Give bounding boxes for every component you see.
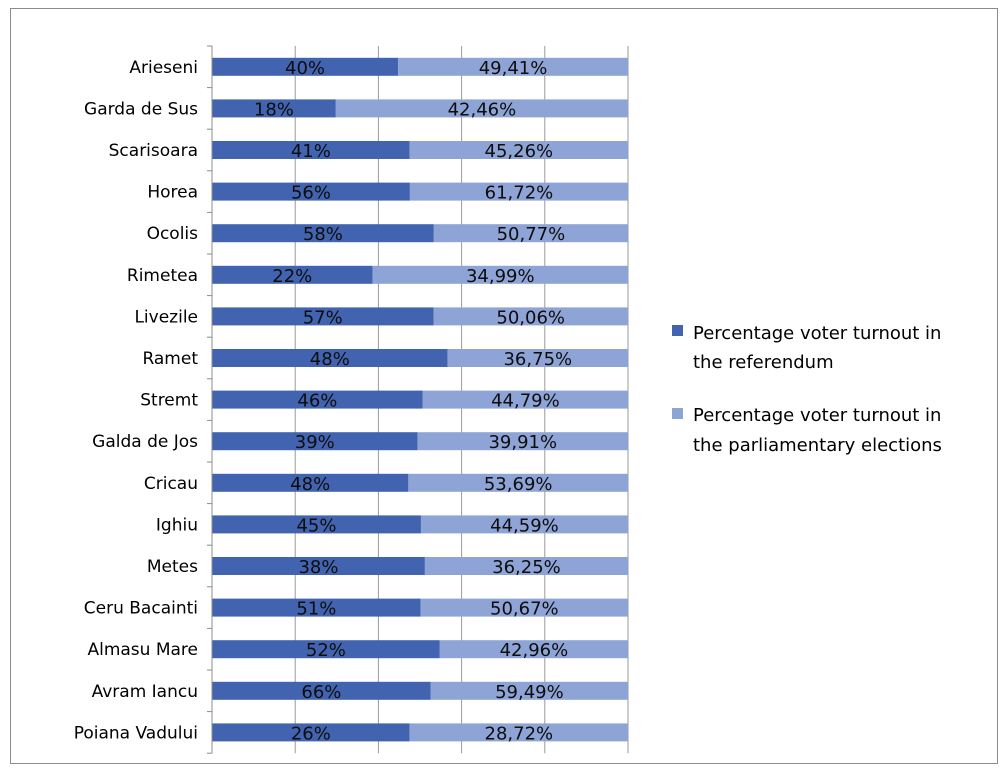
category-label: Livezile xyxy=(134,307,198,327)
data-label-referendum: 46% xyxy=(297,391,337,412)
bars xyxy=(212,57,628,742)
category-label: Metes xyxy=(147,557,198,577)
bar-parliamentary xyxy=(398,57,628,76)
bar-parliamentary xyxy=(408,473,628,492)
bar-parliamentary xyxy=(439,640,628,659)
category-labels: Arieseni Garda de Sus Scarisoara Horea Ocoli… xyxy=(74,58,199,744)
data-label-referendum: 38% xyxy=(298,557,338,578)
bar-referendum xyxy=(212,307,434,326)
data-label-parliamentary: 53,69% xyxy=(484,474,553,495)
data-label-parliamentary: 49,41% xyxy=(479,58,548,79)
bar-referendum xyxy=(212,390,423,409)
bar-parliamentary xyxy=(420,515,628,534)
legend-label-parliamentary-line1: Percentage voter turnout in xyxy=(693,405,941,426)
bar-referendum xyxy=(212,99,336,118)
data-label-referendum: 57% xyxy=(303,307,343,328)
bar-referendum xyxy=(212,182,410,201)
data-label-referendum: 26% xyxy=(291,723,331,744)
data-label-parliamentary: 36,75% xyxy=(503,349,572,370)
bar-referendum xyxy=(212,349,448,367)
bar-referendum xyxy=(212,598,421,617)
category-label: Ighiu xyxy=(156,515,198,535)
category-label: Scarisoara xyxy=(109,141,198,161)
data-label-referendum: 22% xyxy=(272,266,312,287)
legend: Percentage voter turnout in the referend… xyxy=(672,323,942,456)
axes xyxy=(207,45,213,754)
bar-referendum xyxy=(212,57,399,76)
category-label: Cricau xyxy=(144,474,198,494)
data-label-parliamentary: 44,79% xyxy=(491,391,560,412)
category-label: Almasu Mare xyxy=(87,640,198,660)
category-label: Horea xyxy=(147,183,198,203)
data-label-parliamentary: 36,25% xyxy=(492,557,561,578)
bar-parliamentary xyxy=(417,432,628,451)
data-label-parliamentary: 34,99% xyxy=(466,266,535,287)
legend-swatch-parliamentary xyxy=(672,408,683,419)
bar-referendum xyxy=(212,473,409,492)
bar-parliamentary xyxy=(409,182,628,201)
data-label-referendum: 56% xyxy=(291,183,331,204)
data-label-parliamentary: 61,72% xyxy=(485,183,554,204)
category-label: Rimetea xyxy=(127,266,198,286)
data-label-referendum: 41% xyxy=(291,141,331,162)
bar-parliamentary xyxy=(430,681,628,700)
bar-referendum xyxy=(212,681,431,700)
bar-parliamentary xyxy=(433,307,628,326)
bar-referendum xyxy=(212,265,373,284)
data-label-parliamentary: 42,96% xyxy=(500,640,569,661)
legend-label-parliamentary-line2: the parliamentary elections xyxy=(693,435,942,456)
data-label-parliamentary: 39,91% xyxy=(488,432,557,453)
bar-parliamentary xyxy=(447,349,628,367)
category-label: Ocolis xyxy=(147,224,199,244)
data-labels: 40% 49,41% 18% 42,46% 41% 45,26% 56% 61,72% 58% 5… xyxy=(254,58,572,745)
category-label: Avram Iancu xyxy=(92,682,198,702)
data-label-parliamentary: 50,67% xyxy=(490,599,559,620)
bar-parliamentary xyxy=(335,99,628,118)
category-label: Ceru Bacainti xyxy=(84,599,198,619)
data-label-parliamentary: 28,72% xyxy=(485,723,554,744)
bar-referendum xyxy=(212,723,410,742)
bar-parliamentary xyxy=(424,557,628,575)
data-label-parliamentary: 50,77% xyxy=(497,224,566,245)
data-label-referendum: 51% xyxy=(296,599,336,620)
data-label-referendum: 48% xyxy=(310,349,350,370)
bar-parliamentary xyxy=(422,390,628,409)
data-label-referendum: 40% xyxy=(285,58,325,79)
data-label-parliamentary: 44,59% xyxy=(490,515,559,536)
data-label-parliamentary: 50,06% xyxy=(496,307,565,328)
data-label-referendum: 18% xyxy=(254,99,294,120)
category-label: Arieseni xyxy=(129,58,198,78)
category-label: Poiana Vadului xyxy=(74,723,198,743)
bar-parliamentary xyxy=(409,723,628,742)
legend-label-referendum-line1: Percentage voter turnout in xyxy=(693,323,941,344)
data-label-parliamentary: 45,26% xyxy=(485,141,554,162)
data-label-referendum: 66% xyxy=(301,682,341,703)
bar-referendum xyxy=(212,515,421,534)
chart-frame xyxy=(10,8,998,764)
bar-parliamentary xyxy=(433,224,628,243)
bar-referendum xyxy=(212,141,410,159)
category-label: Ramet xyxy=(142,349,198,369)
bar-referendum xyxy=(212,432,418,451)
category-label: Garda de Sus xyxy=(84,99,198,119)
data-label-referendum: 52% xyxy=(306,640,346,661)
category-label: Galda de Jos xyxy=(92,432,198,452)
bar-referendum xyxy=(212,557,425,575)
data-label-referendum: 39% xyxy=(295,432,335,453)
data-label-referendum: 58% xyxy=(303,224,343,245)
bar-referendum xyxy=(212,640,440,659)
data-label-referendum: 48% xyxy=(290,474,330,495)
bar-parliamentary xyxy=(420,598,628,617)
legend-label-referendum-line2: the referendum xyxy=(693,352,834,373)
data-label-parliamentary: 59,49% xyxy=(495,682,564,703)
bar-parliamentary xyxy=(372,265,628,284)
data-label-referendum: 45% xyxy=(296,515,336,536)
bar-referendum xyxy=(212,224,434,243)
data-label-parliamentary: 42,46% xyxy=(448,99,517,120)
legend-swatch-referendum xyxy=(672,325,683,336)
bar-parliamentary xyxy=(409,141,628,159)
category-label: Stremt xyxy=(140,391,198,411)
